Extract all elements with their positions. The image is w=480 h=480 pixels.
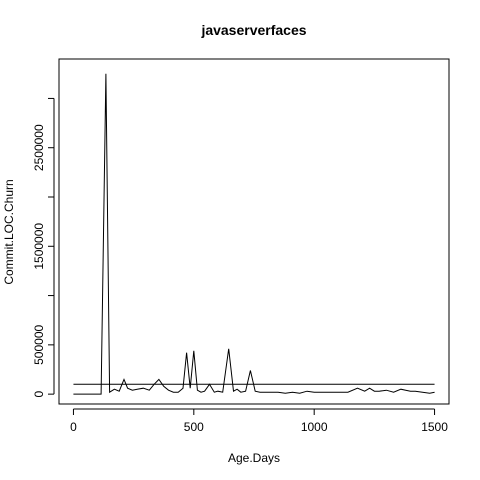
y-axis: 0 500000 1500000 2500000 xyxy=(32,97,55,397)
x-tick-label: 1000 xyxy=(301,420,328,434)
x-tick-label: 0 xyxy=(70,420,77,434)
x-axis: 0 500 1000 1500 xyxy=(70,408,448,434)
y-tick-label: 0 xyxy=(32,390,46,397)
x-tick-label: 1500 xyxy=(421,420,448,434)
series-layer xyxy=(73,73,435,395)
y-tick-label: 500000 xyxy=(32,325,46,365)
y-tick-label: 2500000 xyxy=(32,124,46,171)
x-axis-label: Age.Days xyxy=(228,451,280,465)
plot-area-frame xyxy=(58,58,450,405)
x-tick-label: 500 xyxy=(184,420,204,434)
y-tick-label: 1500000 xyxy=(32,223,46,270)
chart-title: javaserverfaces xyxy=(200,22,306,38)
y-axis-label: Commit.LOC.Churn xyxy=(2,179,16,284)
series-line xyxy=(73,73,435,395)
